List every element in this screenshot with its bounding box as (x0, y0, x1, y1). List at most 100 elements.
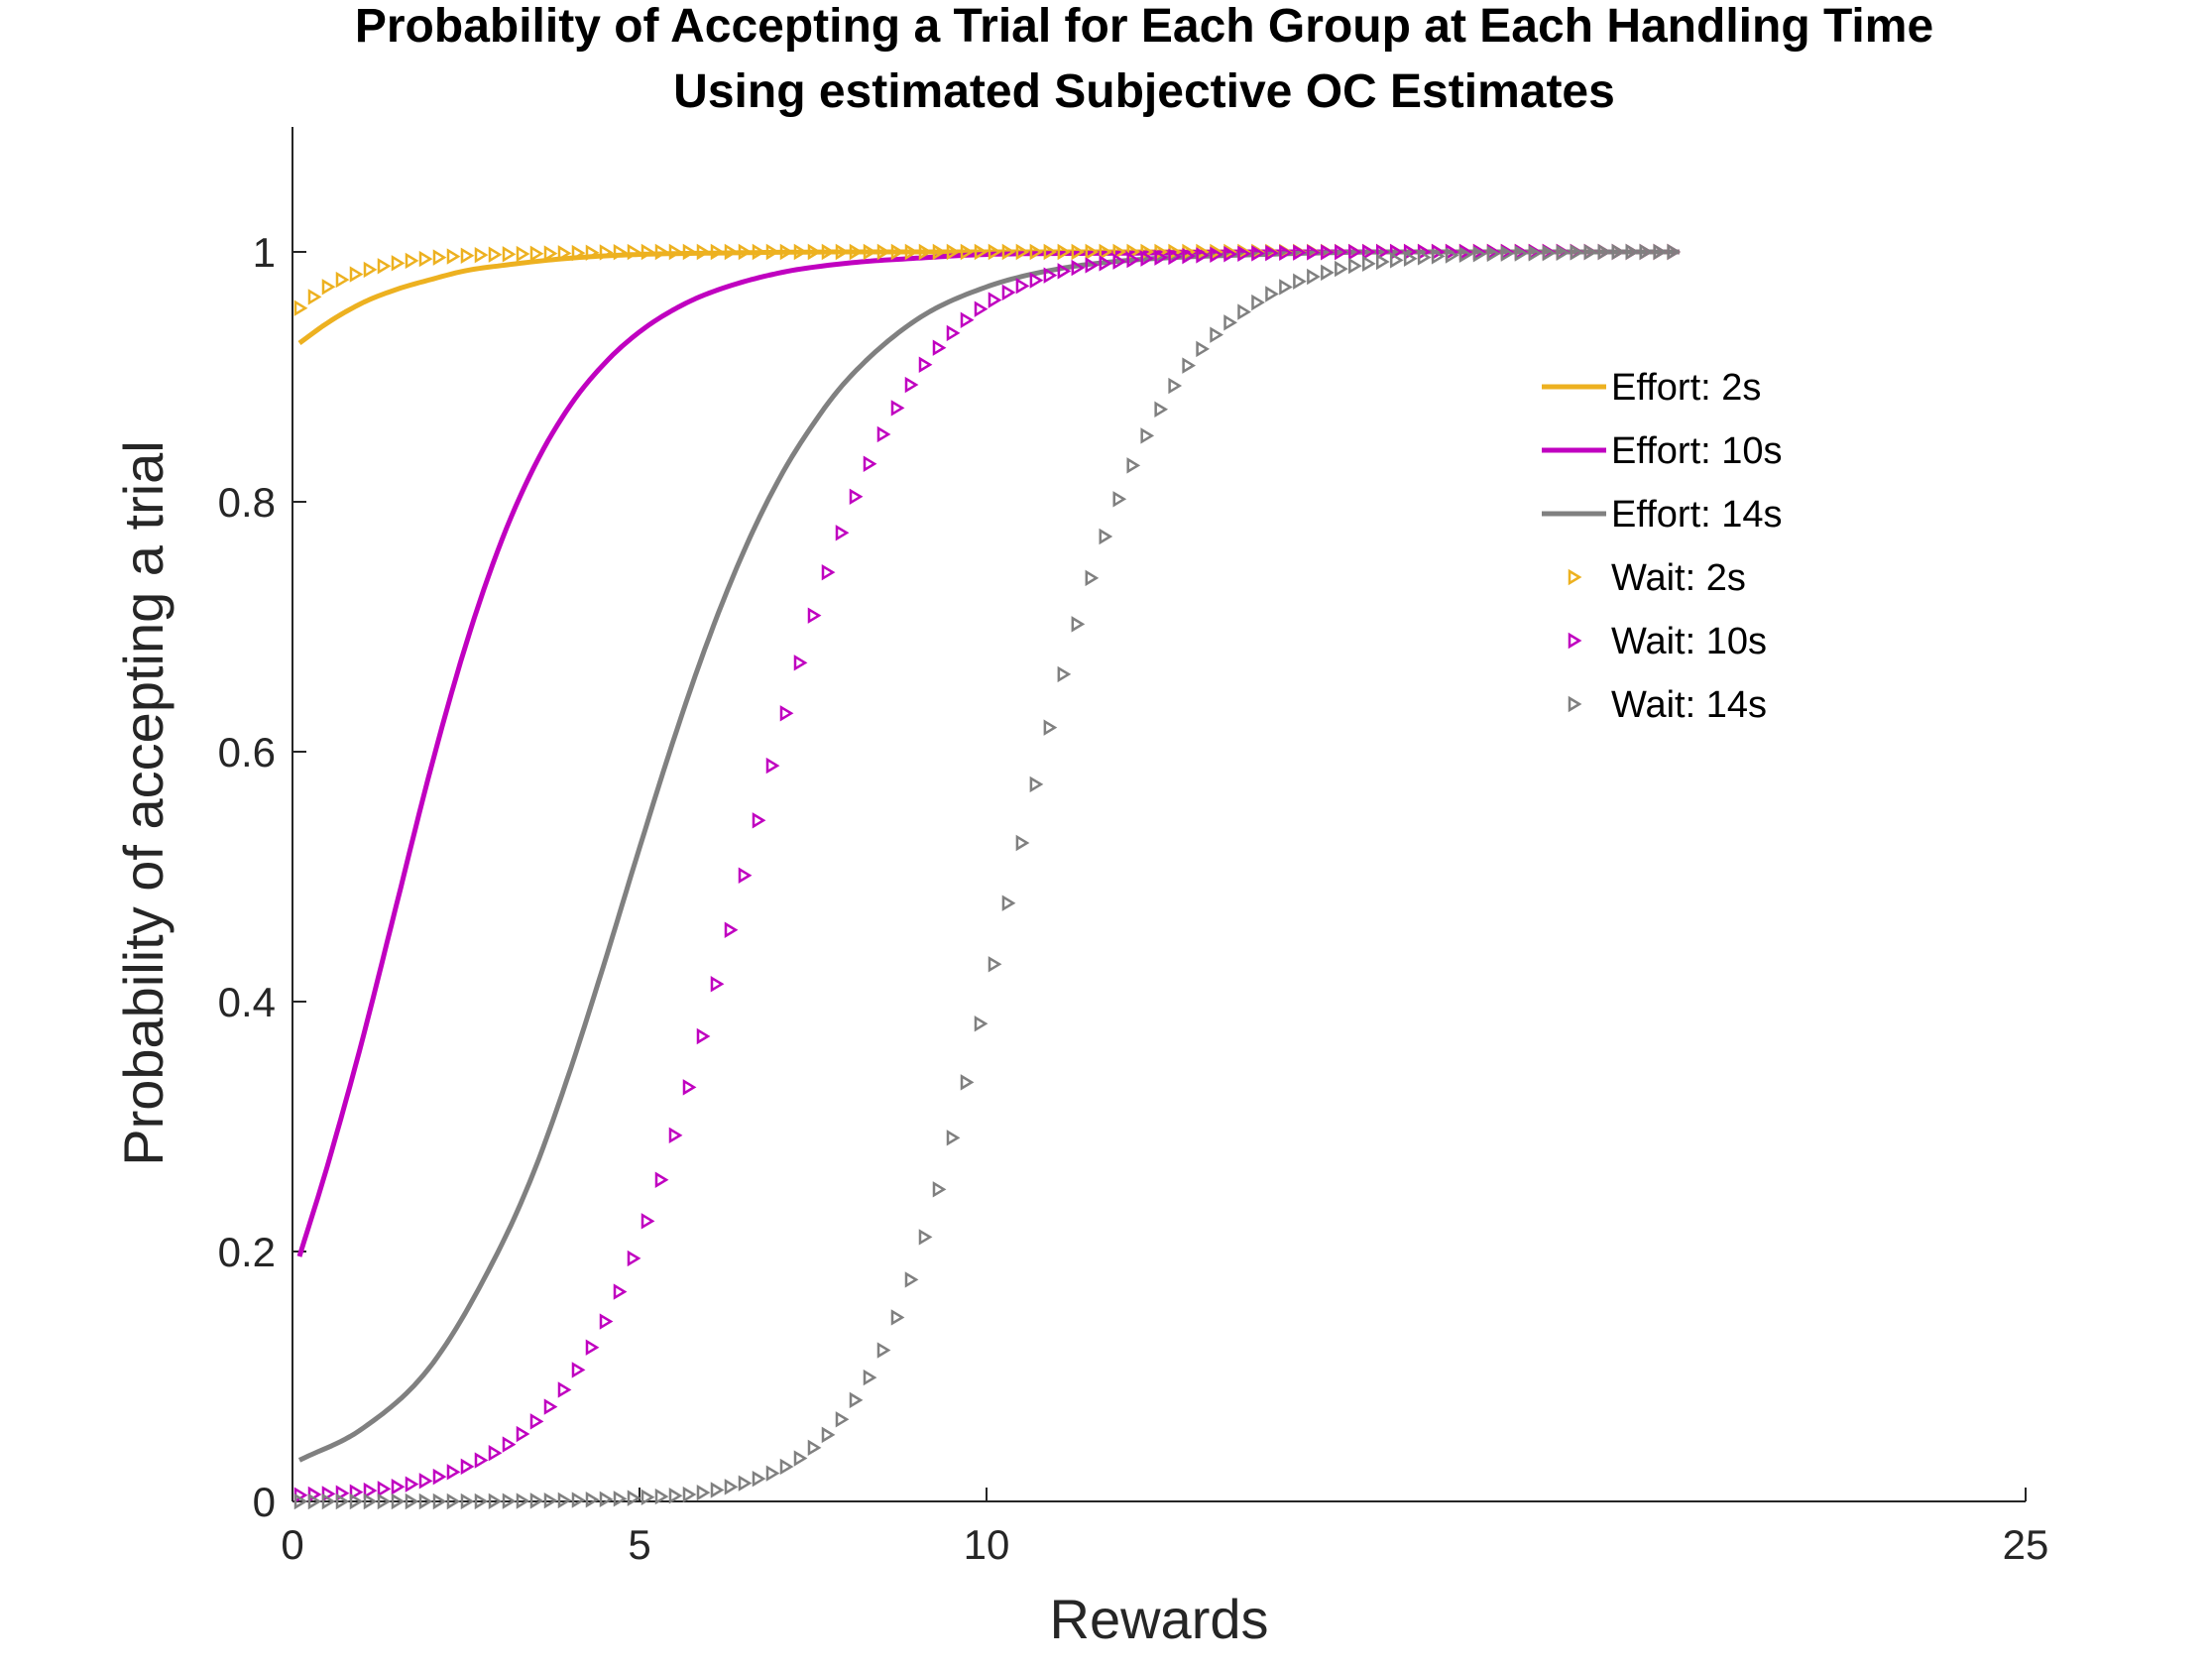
series-marker (1015, 243, 1030, 261)
series-marker (349, 266, 364, 283)
legend-entry: Effort: 10s (1542, 430, 1783, 472)
series-marker (516, 1425, 530, 1443)
series-marker (1265, 244, 1279, 262)
series-marker (960, 243, 975, 261)
series-marker (1403, 250, 1418, 267)
series-marker (1126, 243, 1141, 261)
series-marker (876, 1342, 891, 1359)
series-marker (779, 705, 794, 722)
series-marker (405, 252, 419, 270)
series-marker (377, 258, 392, 275)
series-marker (1431, 248, 1446, 265)
legend-label: Effort: 14s (1611, 494, 1783, 536)
series-marker (321, 1492, 336, 1510)
y-tick-label: 0.8 (218, 479, 276, 526)
series-marker (599, 244, 614, 261)
series-marker (1057, 243, 1072, 261)
series-marker (1210, 326, 1223, 343)
series-marker (1486, 245, 1501, 263)
series-marker (1279, 244, 1293, 262)
series-marker (321, 279, 336, 296)
series-marker (1071, 616, 1086, 633)
series-marker (488, 246, 503, 263)
series-marker (932, 1181, 947, 1198)
series-marker (1514, 245, 1529, 262)
series-marker (293, 1492, 308, 1510)
series-marker (418, 1473, 433, 1490)
series-marker (1472, 246, 1487, 263)
legend-label: Effort: 2s (1611, 367, 1761, 409)
series-marker (1057, 665, 1072, 683)
series-marker (696, 243, 711, 261)
series-marker (752, 812, 766, 829)
series-marker (1015, 834, 1030, 852)
series-marker (418, 1492, 433, 1510)
series-marker (793, 243, 808, 261)
series-marker (571, 1492, 586, 1508)
series-marker (710, 243, 725, 261)
series-marker (1057, 263, 1072, 280)
series-marker (988, 956, 1002, 973)
series-marker (335, 271, 350, 289)
series-marker (1015, 278, 1030, 295)
series-marker (752, 1470, 766, 1488)
series-marker (1597, 243, 1612, 261)
series-markers-4 (293, 243, 1682, 1503)
series-marker (1279, 279, 1293, 296)
series-marker (1126, 457, 1141, 474)
series-marker (1611, 243, 1626, 261)
y-tick-label: 0.6 (218, 729, 276, 776)
series-marker (738, 867, 753, 884)
series-marker (363, 1492, 378, 1510)
series-marker (1542, 244, 1557, 262)
chart-title-line-1: Probability of Accepting a Trial for Eac… (355, 0, 1933, 53)
legend-swatch-marker (1568, 695, 1582, 713)
legend-label: Wait: 14s (1611, 684, 1767, 726)
series-marker (613, 243, 628, 261)
series-marker (363, 1482, 378, 1499)
series-marker (988, 243, 1002, 261)
y-tick-label: 0.4 (218, 979, 276, 1025)
series-marker (668, 243, 683, 261)
series-marker (710, 976, 725, 993)
series-marker (516, 245, 530, 263)
series-marker (640, 1213, 655, 1230)
series-marker (1001, 243, 1016, 261)
series-marker (1445, 247, 1459, 264)
series-marker (321, 1486, 336, 1502)
series-marker (640, 1489, 655, 1506)
series-marker (1375, 243, 1390, 261)
series-marker (696, 1484, 711, 1501)
series-marker (599, 1313, 614, 1330)
series-marker (1653, 243, 1668, 261)
series-marker (1556, 244, 1571, 262)
series-marker (807, 243, 822, 261)
x-axis-label: Rewards (1050, 1588, 1269, 1650)
series-marker (779, 243, 794, 261)
series-marker (752, 243, 766, 261)
series-line-2 (297, 249, 1680, 1463)
series-marker (446, 1492, 461, 1510)
y-tick-label: 1 (253, 229, 276, 276)
legend-entry: Wait: 2s (1568, 557, 1746, 599)
series-marker (988, 292, 1002, 308)
series-marker (1625, 243, 1640, 261)
series-marker (293, 299, 308, 316)
series-marker (738, 243, 753, 261)
series-marker (724, 243, 739, 261)
series-marker (821, 1426, 836, 1444)
series-marker (1223, 246, 1237, 263)
series-marker (557, 245, 572, 262)
series-marker (1071, 243, 1086, 261)
series-marker (765, 1465, 780, 1482)
series-marker (1417, 249, 1432, 266)
series-marker (904, 243, 919, 261)
series-marker (863, 1369, 877, 1386)
series-marker (571, 244, 586, 262)
series-marker (1375, 253, 1390, 271)
series-marker (460, 1492, 475, 1510)
series-marker (654, 243, 669, 261)
series-marker (474, 1492, 489, 1510)
series-marker (1043, 267, 1058, 284)
series-marker (488, 1492, 503, 1510)
